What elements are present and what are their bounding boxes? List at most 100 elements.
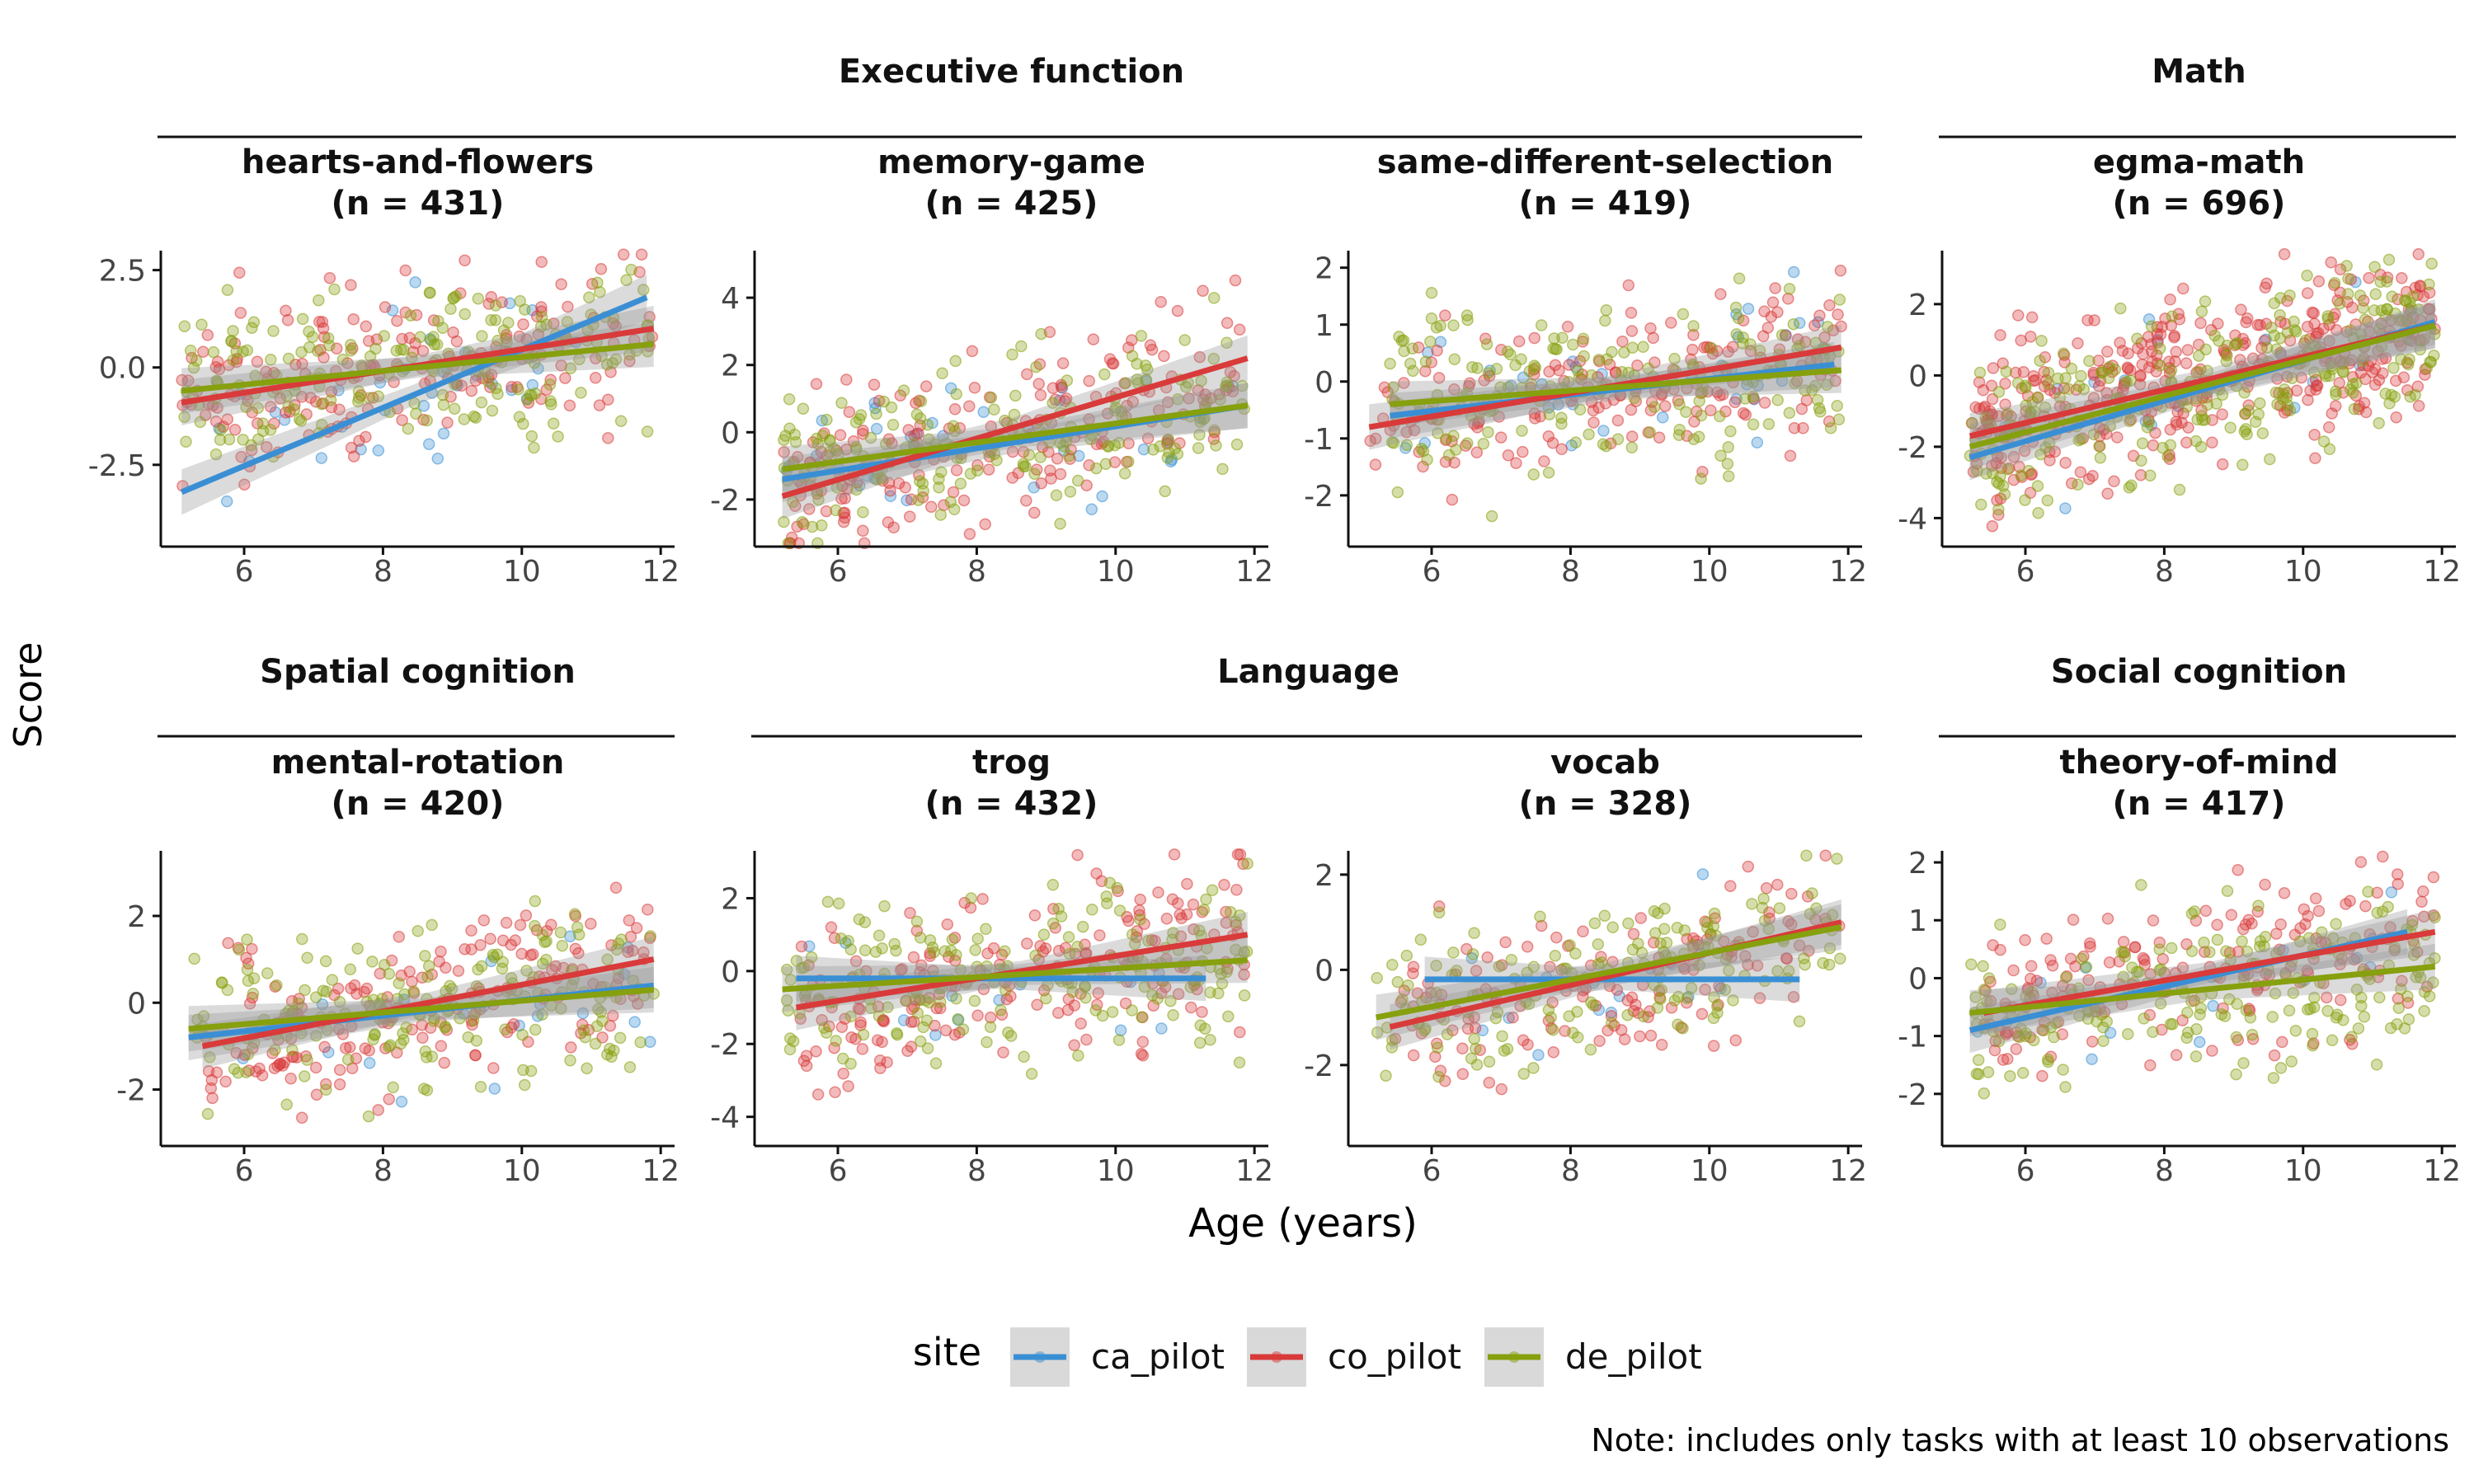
data-point-de_pilot xyxy=(475,396,488,409)
data-point-de_pilot xyxy=(180,435,192,448)
data-point-co_pilot xyxy=(2392,877,2404,890)
data-point-de_pilot xyxy=(949,355,962,368)
data-point-de_pilot xyxy=(1823,958,1836,971)
data-point-de_pilot xyxy=(458,413,471,425)
data-point-de_pilot xyxy=(2015,469,2027,481)
data-point-de_pilot xyxy=(2031,480,2044,492)
data-point-de_pilot xyxy=(2208,329,2221,342)
x-tick-label: 10 xyxy=(1097,555,1135,589)
data-point-co_pilot xyxy=(1032,378,1045,390)
data-point-co_pilot xyxy=(2298,903,2311,916)
data-point-co_pilot xyxy=(1994,943,2006,956)
data-point-co_pilot xyxy=(2117,936,2130,948)
data-point-de_pilot xyxy=(1103,876,1117,890)
data-point-de_pilot xyxy=(954,477,967,490)
data-point-co_pilot xyxy=(2216,458,2229,471)
data-point-de_pilot xyxy=(915,395,928,408)
data-point-de_pilot xyxy=(2165,942,2178,955)
data-point-co_pilot xyxy=(1028,506,1041,519)
data-point-co_pilot xyxy=(363,1045,375,1057)
data-point-co_pilot xyxy=(837,1068,849,1080)
data-point-co_pilot xyxy=(268,1062,281,1074)
data-point-de_pilot xyxy=(564,362,577,375)
data-point-co_pilot xyxy=(2044,954,2057,966)
data-point-de_pilot xyxy=(1622,917,1634,930)
data-point-de_pilot xyxy=(2236,935,2248,948)
data-point-de_pilot xyxy=(2425,257,2438,270)
data-point-de_pilot xyxy=(2065,362,2078,375)
legend-key-de_pilot: de_pilot xyxy=(1484,1327,1702,1387)
data-point-co_pilot xyxy=(1233,323,1246,336)
data-point-de_pilot xyxy=(897,384,910,397)
data-point-co_pilot xyxy=(2168,330,2181,342)
data-point-co_pilot xyxy=(1052,1007,1065,1019)
data-point-co_pilot xyxy=(1521,941,1534,953)
data-point-ca_pilot xyxy=(1096,490,1108,503)
data-point-de_pilot xyxy=(872,929,886,942)
data-point-de_pilot xyxy=(1824,422,1837,434)
data-point-co_pilot xyxy=(2138,954,2151,966)
data-point-de_pilot xyxy=(2141,421,2154,434)
data-point-de_pilot xyxy=(1571,364,1584,378)
data-point-de_pilot xyxy=(336,353,350,366)
data-point-de_pilot xyxy=(1517,1068,1531,1080)
data-point-co_pilot xyxy=(1369,458,1382,471)
data-point-de_pilot xyxy=(2041,494,2054,507)
data-point-de_pilot xyxy=(2382,900,2394,913)
data-point-de_pilot xyxy=(1692,430,1705,444)
data-point-de_pilot xyxy=(911,1007,924,1020)
data-point-de_pilot xyxy=(1466,361,1479,373)
data-point-de_pilot xyxy=(957,1023,970,1036)
data-point-co_pilot xyxy=(526,948,539,960)
data-point-co_pilot xyxy=(238,478,251,491)
data-point-de_pilot xyxy=(240,1066,252,1078)
data-point-de_pilot xyxy=(2288,315,2300,328)
data-point-co_pilot xyxy=(1625,991,1639,1003)
data-point-co_pilot xyxy=(1158,350,1170,363)
data-point-co_pilot xyxy=(593,399,606,411)
data-point-de_pilot xyxy=(1672,429,1686,441)
data-point-de_pilot xyxy=(2344,383,2357,396)
x-tick-label: 8 xyxy=(2155,555,2174,589)
data-point-co_pilot xyxy=(1625,430,1639,443)
data-point-co_pilot xyxy=(372,1104,384,1116)
data-point-de_pilot xyxy=(995,1003,1007,1017)
data-point-de_pilot xyxy=(341,1053,355,1066)
data-point-de_pilot xyxy=(2000,365,2013,378)
data-point-co_pilot xyxy=(1813,309,1826,322)
data-point-co_pilot xyxy=(2322,420,2335,434)
data-point-de_pilot xyxy=(2194,1008,2206,1021)
data-point-co_pilot xyxy=(2164,294,2176,306)
y-tick-label: 0 xyxy=(1315,366,1333,400)
data-point-de_pilot xyxy=(2221,885,2234,898)
data-point-de_pilot xyxy=(552,430,564,443)
data-point-co_pilot xyxy=(1758,305,1771,317)
data-point-de_pilot xyxy=(207,345,220,359)
data-point-co_pilot xyxy=(585,918,597,930)
data-point-de_pilot xyxy=(2252,408,2265,420)
data-point-de_pilot xyxy=(1831,400,1843,412)
data-point-co_pilot xyxy=(563,399,576,412)
data-point-co_pilot xyxy=(2415,895,2428,909)
data-point-de_pilot xyxy=(1548,332,1560,345)
data-point-co_pilot xyxy=(1218,879,1230,891)
data-point-de_pilot xyxy=(1442,448,1456,462)
facet-n-label: (n = 417) xyxy=(2113,785,2286,823)
data-point-de_pilot xyxy=(561,316,574,328)
data-point-de_pilot xyxy=(2333,298,2346,310)
data-point-de_pilot xyxy=(969,944,981,956)
data-point-co_pilot xyxy=(435,1040,448,1053)
data-point-de_pilot xyxy=(2242,404,2255,417)
data-point-de_pilot xyxy=(2042,366,2055,379)
data-point-de_pilot xyxy=(830,1035,842,1047)
data-point-de_pilot xyxy=(641,425,654,438)
data-point-co_pilot xyxy=(1994,329,2006,341)
data-point-de_pilot xyxy=(1404,357,1417,370)
data-point-de_pilot xyxy=(227,325,239,337)
data-point-de_pilot xyxy=(2075,369,2087,383)
data-point-de_pilot xyxy=(1834,952,1846,965)
data-point-ca_pilot xyxy=(488,1082,501,1095)
data-point-de_pilot xyxy=(568,908,581,921)
data-point-de_pilot xyxy=(424,286,436,299)
legend-key-ca_pilot: ca_pilot xyxy=(1010,1327,1225,1387)
